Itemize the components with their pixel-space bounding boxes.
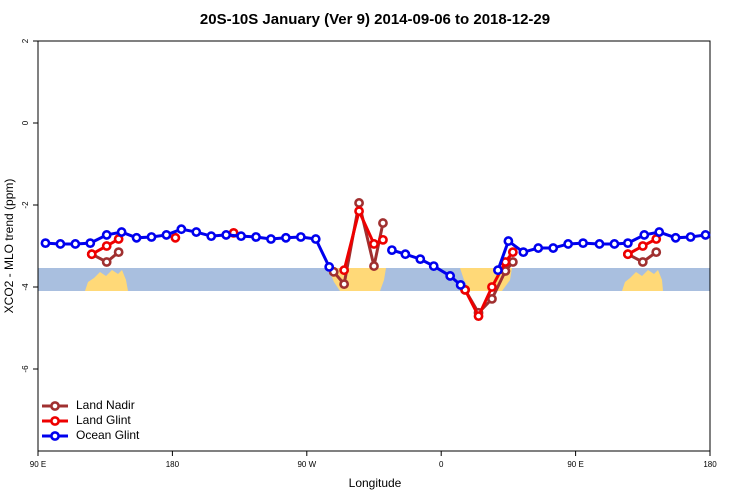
data-point [622,238,633,249]
data-point [251,232,261,242]
data-point [70,239,81,249]
x-tick-label: 180 [166,460,180,469]
data-point [473,311,484,322]
data-point [507,247,518,258]
data-point [86,249,97,260]
y-axis-label: XCO2 - MLO trend (ppm) [2,179,16,314]
data-point [378,234,388,245]
x-tick-label: 180 [703,460,717,469]
y-tick-label: 0 [21,120,30,125]
data-point [487,282,497,292]
data-point [507,257,518,267]
data-point [295,232,306,242]
data-point [387,245,397,255]
data-point [85,238,96,249]
data-point [622,249,633,260]
data-point [455,280,466,290]
chart-title: 20S-10S January (Ver 9) 2014-09-06 to 20… [200,11,550,28]
data-point [113,247,124,258]
y-tick-label: -6 [21,365,30,373]
legend-marker [50,401,60,411]
data-point [415,254,426,265]
y-tick-label: -2 [21,201,30,209]
data-point [609,239,620,249]
data-point [563,239,574,249]
data-point [101,230,112,240]
data-point [266,234,276,244]
data-point [578,238,588,249]
data-point [116,227,127,237]
data-point [236,231,246,242]
data-point [146,232,157,242]
data-point [594,239,605,249]
legend-label: Land Nadir [76,398,135,412]
data-point [324,262,335,272]
y-tick-label: -4 [21,283,30,291]
data-point [378,218,388,228]
series-line [342,206,384,271]
data-point [400,249,411,260]
data-point [369,261,379,271]
land-shape [622,270,663,291]
x-tick-label: 90 E [567,460,583,469]
land-shape [85,270,128,291]
data-point [161,230,172,240]
x-tick-label: 90 E [30,460,46,469]
legend-label: Ocean Glint [76,428,140,442]
y-tick-label: 2 [21,38,30,43]
x-axis-label: Longitude [349,476,402,490]
data-point [700,230,711,240]
data-point [493,265,503,276]
data-point [637,257,648,267]
data-point [637,241,648,251]
data-point [518,247,529,258]
legend-marker [50,431,60,441]
data-point [131,232,142,243]
data-point [191,227,202,237]
data-point [503,236,514,246]
data-point [280,232,291,243]
data-point [310,234,321,244]
data-point [445,271,456,281]
data-point [55,239,66,249]
data-point [170,232,181,243]
data-point [354,198,364,208]
data-point [354,206,364,217]
data-point [339,265,350,276]
data-point [101,257,112,267]
plot-frame [37,40,711,452]
map-background [38,268,710,291]
data-point [548,243,559,253]
data-point [221,230,232,240]
data-point [533,243,544,253]
data-point [369,239,379,249]
data-point [487,293,497,304]
data-point [428,261,439,271]
data-point [654,227,665,237]
data-point [339,279,350,290]
data-point [101,241,112,251]
legend-marker [50,416,60,426]
data-point [206,231,217,242]
data-point [685,232,696,242]
legend-label: Land Glint [76,413,131,427]
data-point [670,232,681,243]
data-point [651,247,662,258]
data-point [176,224,187,235]
x-tick-label: 0 [439,460,444,469]
data-point [639,230,650,240]
x-tick-label: 90 W [297,460,316,469]
data-point [40,238,51,249]
